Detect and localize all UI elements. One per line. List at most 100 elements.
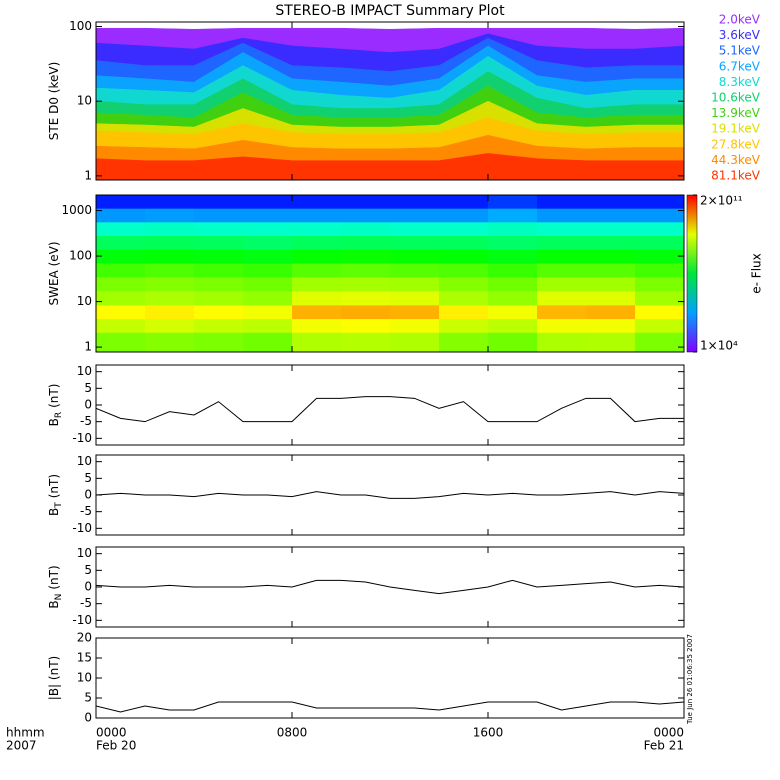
- legend-entry: 10.6keV: [711, 91, 761, 105]
- plot-area: [96, 27, 684, 180]
- y-tick-label: 10: [77, 364, 92, 378]
- flux-cell: [586, 276, 636, 292]
- flux-cell: [635, 318, 684, 333]
- y-label-unit: (nT): [47, 474, 61, 498]
- y-tick-label: -10: [72, 613, 92, 627]
- flux-cell: [194, 276, 244, 292]
- legend-entry: 6.7keV: [719, 59, 761, 73]
- x-tick-label: 0800: [277, 726, 308, 740]
- flux-cell: [488, 332, 538, 352]
- date-label: Feb 20: [96, 739, 136, 753]
- flux-cell: [243, 304, 293, 320]
- x-tick-label: 0000: [96, 726, 127, 740]
- flux-cell: [292, 332, 342, 352]
- flux-cell: [439, 276, 489, 292]
- flux-cell: [194, 290, 244, 306]
- flux-cell: [635, 249, 684, 264]
- flux-cell: [243, 208, 293, 223]
- y-axis-label: BR (nT): [47, 384, 64, 427]
- flux-cell: [390, 221, 440, 237]
- flux-cell: [586, 235, 636, 250]
- y-tick-label: 1: [84, 168, 92, 182]
- flux-cell: [292, 195, 342, 209]
- y-label-unit: (nT): [47, 565, 61, 589]
- flux-cell: [292, 262, 342, 278]
- flux-cell: [537, 276, 587, 292]
- y-tick-label: 5: [84, 563, 92, 577]
- field-line: [96, 579, 684, 595]
- y-label-sub: R: [54, 412, 64, 418]
- flux-cell: [194, 235, 244, 250]
- flux-cell: [145, 318, 195, 333]
- flux-cell: [341, 318, 391, 333]
- y-axis-label: SWEA (eV): [47, 241, 61, 305]
- y-tick-label: -10: [72, 431, 92, 445]
- legend-entry: 2.0keV: [719, 13, 761, 27]
- field-line: [96, 396, 684, 423]
- flux-cell: [96, 290, 146, 306]
- flux-cell: [292, 318, 342, 333]
- flux-cell: [341, 221, 391, 237]
- y-axis-label: BT (nT): [47, 474, 64, 516]
- flux-cell: [390, 304, 440, 320]
- flux-cell: [635, 332, 684, 352]
- flux-cell: [194, 249, 244, 264]
- flux-cell: [537, 195, 587, 209]
- y-label-text: |B| (nT): [47, 656, 61, 700]
- flux-cell: [488, 221, 538, 237]
- legend-entry: 3.6keV: [719, 28, 761, 42]
- flux-cell: [488, 276, 538, 292]
- flux-cell: [390, 276, 440, 292]
- flux-cell: [243, 249, 293, 264]
- flux-cell: [243, 235, 293, 250]
- y-label-text: B: [47, 600, 61, 608]
- flux-cell: [194, 332, 244, 352]
- flux-cell: [439, 208, 489, 223]
- flux-cell: [341, 276, 391, 292]
- flux-cell: [341, 304, 391, 320]
- y-tick-label: 100: [69, 19, 92, 33]
- legend-entry: 19.1keV: [711, 122, 761, 136]
- flux-cell: [96, 208, 146, 223]
- flux-cell: [96, 318, 146, 333]
- flux-cell: [145, 262, 195, 278]
- y-label-text: B: [47, 508, 61, 516]
- flux-cell: [635, 262, 684, 278]
- flux-cell: [635, 235, 684, 250]
- legend-entry: 27.8keV: [711, 137, 761, 151]
- flux-cell: [243, 221, 293, 237]
- plot-area: [96, 579, 684, 595]
- y-tick-label: 1000: [61, 203, 92, 217]
- flux-cell: [635, 208, 684, 223]
- flux-cell: [390, 208, 440, 223]
- y-label-unit: (nT): [47, 384, 61, 408]
- flux-cell: [292, 221, 342, 237]
- flux-cell: [586, 262, 636, 278]
- flux-cell: [586, 290, 636, 306]
- y-tick-label: 15: [77, 651, 92, 665]
- y-tick-label: -10: [72, 521, 92, 535]
- flux-cell: [145, 221, 195, 237]
- flux-cell: [586, 208, 636, 223]
- flux-cell: [145, 290, 195, 306]
- flux-cell: [439, 195, 489, 209]
- plot-area: [96, 396, 684, 423]
- flux-cell: [390, 249, 440, 264]
- y-tick-label: 5: [84, 381, 92, 395]
- flux-cell: [145, 235, 195, 250]
- flux-cell: [194, 318, 244, 333]
- y-tick-label: 0: [84, 580, 92, 594]
- y-tick-label: 10: [77, 671, 92, 685]
- flux-cell: [488, 249, 538, 264]
- flux-cell: [439, 262, 489, 278]
- flux-cell: [145, 276, 195, 292]
- flux-cell: [341, 249, 391, 264]
- flux-cell: [96, 249, 146, 264]
- flux-cell: [194, 208, 244, 223]
- y-tick-label: 0: [84, 488, 92, 502]
- flux-cell: [243, 195, 293, 209]
- plot-area: [96, 195, 684, 352]
- field-line: [96, 491, 684, 499]
- y-tick-label: 0: [84, 711, 92, 725]
- flux-cell: [390, 235, 440, 250]
